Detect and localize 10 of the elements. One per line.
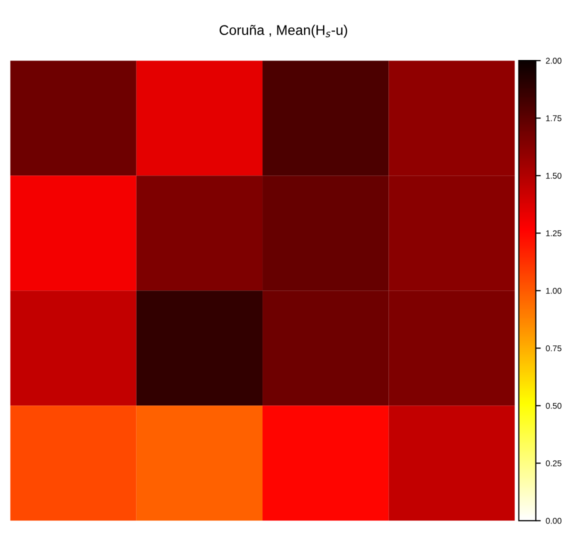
- chart-title: Coruña , Mean(H$_{s}$-u): [220, 24, 348, 38]
- color-bar-label: 0.25: [546, 460, 562, 466]
- color-bar-label: 1.50: [546, 172, 562, 179]
- color-bar-label: 0.75: [546, 345, 562, 352]
- color-bar-label: 0.50: [546, 402, 562, 409]
- color-bar-label: 2.00: [546, 58, 562, 64]
- color-bar-label: 1.75: [546, 115, 562, 122]
- color-bar-label: 0.00: [546, 518, 562, 524]
- color-bar-label: 1.25: [546, 230, 562, 236]
- color-bar-label: 1.00: [546, 288, 562, 294]
